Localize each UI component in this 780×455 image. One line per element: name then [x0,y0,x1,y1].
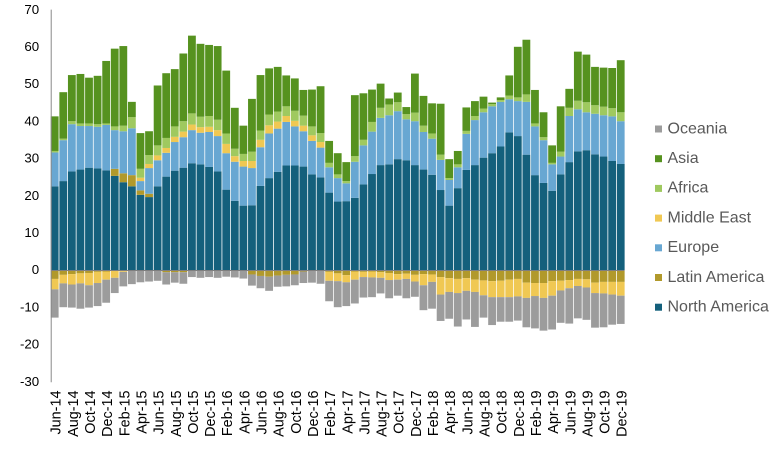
svg-text:70: 70 [24,2,39,17]
svg-text:Feb-19: Feb-19 [529,391,545,437]
svg-text:Oct-16: Oct-16 [289,391,305,434]
svg-text:Apr-17: Apr-17 [340,391,356,434]
svg-text:Dec-14: Dec-14 [100,391,116,437]
svg-text:40: 40 [24,113,39,128]
svg-text:Apr-18: Apr-18 [443,391,459,434]
svg-text:Latin America: Latin America [668,269,765,286]
svg-text:Oct-14: Oct-14 [83,391,99,434]
svg-text:Jun-15: Jun-15 [152,391,168,435]
svg-text:Oct-15: Oct-15 [186,391,202,434]
svg-text:Aug-14: Aug-14 [66,391,82,437]
svg-text:Dec-17: Dec-17 [409,391,425,437]
svg-text:Feb-17: Feb-17 [323,391,339,437]
svg-text:60: 60 [24,39,39,54]
svg-text:Asia: Asia [668,150,699,167]
svg-text:50: 50 [24,76,39,91]
svg-text:Dec-19: Dec-19 [615,391,631,437]
svg-text:Dec-15: Dec-15 [203,391,219,437]
svg-text:-10: -10 [20,299,39,314]
svg-text:Feb-15: Feb-15 [117,391,133,437]
svg-text:Feb-16: Feb-16 [220,391,236,437]
svg-text:10: 10 [24,225,39,240]
svg-text:Oct-18: Oct-18 [495,391,511,434]
svg-text:Middle East: Middle East [668,209,752,226]
svg-text:Jun-18: Jun-18 [460,391,476,435]
svg-text:Africa: Africa [668,180,709,197]
svg-text:Apr-15: Apr-15 [134,391,150,434]
svg-text:Apr-16: Apr-16 [237,391,253,434]
svg-text:North America: North America [668,299,769,316]
svg-text:Aug-18: Aug-18 [478,391,494,437]
svg-text:Jun-16: Jun-16 [255,391,271,435]
svg-text:-20: -20 [20,337,39,352]
svg-text:20: 20 [24,188,39,203]
svg-text:Jun-17: Jun-17 [357,391,373,435]
svg-text:0: 0 [32,262,39,277]
svg-text:Apr-19: Apr-19 [546,391,562,434]
svg-text:Europe: Europe [668,239,720,256]
svg-text:30: 30 [24,151,39,166]
svg-text:Aug-16: Aug-16 [272,391,288,437]
svg-text:Jun-19: Jun-19 [563,391,579,435]
svg-text:Oct-19: Oct-19 [598,391,614,434]
svg-text:Aug-19: Aug-19 [580,391,596,437]
svg-text:Aug-15: Aug-15 [169,391,185,437]
svg-text:Dec-16: Dec-16 [306,391,322,437]
svg-text:-30: -30 [20,374,39,389]
svg-text:Oct-17: Oct-17 [392,391,408,434]
svg-text:Aug-17: Aug-17 [375,391,391,437]
svg-text:Jun-14: Jun-14 [49,391,65,435]
svg-text:Dec-18: Dec-18 [512,391,528,437]
svg-text:Oceania: Oceania [668,120,728,137]
svg-text:Feb-18: Feb-18 [426,391,442,437]
